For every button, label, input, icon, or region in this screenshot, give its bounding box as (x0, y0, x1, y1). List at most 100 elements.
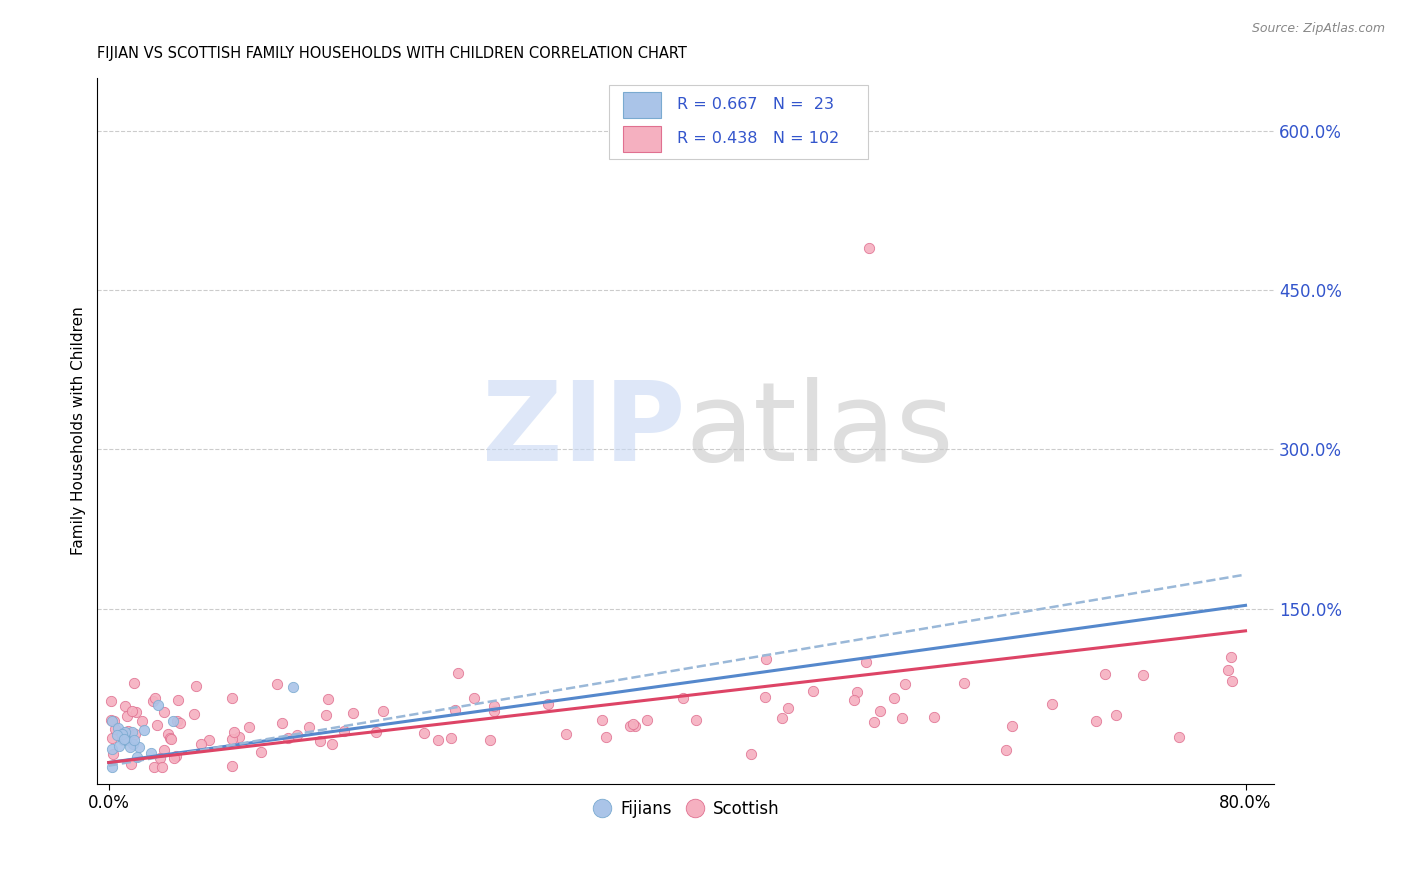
Point (413, 726, 436, 740)
Point (184, 679, 207, 693)
Point (1001, 719, 1024, 733)
Point (883, 690, 905, 705)
Point (221, 759, 243, 773)
Point (845, 685, 868, 699)
Point (198, 733, 221, 747)
Point (342, 706, 364, 721)
Point (770, 711, 793, 725)
Point (120, 740, 142, 755)
Point (122, 732, 145, 747)
Point (863, 714, 886, 729)
Point (440, 731, 463, 745)
Point (277, 731, 299, 746)
Legend: Fijians, Scottish: Fijians, Scottish (585, 793, 786, 825)
Point (1094, 667, 1116, 681)
Point (114, 724, 136, 739)
Point (1220, 673, 1243, 688)
Point (131, 714, 153, 728)
Point (107, 739, 129, 753)
Point (308, 734, 330, 748)
Point (148, 698, 170, 712)
Point (266, 677, 288, 691)
Point (484, 704, 506, 718)
Point (101, 747, 124, 761)
Point (364, 724, 387, 739)
Point (1105, 708, 1128, 723)
Point (105, 728, 128, 742)
Point (333, 723, 356, 738)
Point (141, 694, 163, 708)
Point (271, 715, 294, 730)
Point (595, 730, 617, 744)
Point (143, 690, 166, 705)
Point (221, 690, 243, 705)
Point (163, 751, 186, 765)
Point (101, 731, 124, 746)
FancyBboxPatch shape (609, 85, 868, 159)
Point (125, 705, 148, 719)
Point (801, 683, 824, 698)
Point (636, 714, 658, 728)
Point (101, 741, 124, 756)
Point (104, 722, 127, 736)
Text: ZIP: ZIP (482, 377, 686, 484)
Point (478, 732, 501, 747)
Point (298, 720, 321, 734)
Point (166, 714, 188, 729)
Text: R = 0.438   N = 102: R = 0.438 N = 102 (678, 131, 839, 146)
FancyBboxPatch shape (623, 92, 661, 118)
Point (117, 724, 139, 739)
Point (321, 737, 343, 751)
Point (373, 705, 395, 719)
Point (1040, 698, 1063, 712)
Point (922, 709, 945, 723)
Point (159, 731, 181, 746)
Point (482, 698, 505, 713)
Point (150, 760, 173, 774)
Point (149, 750, 172, 764)
Point (1168, 731, 1191, 745)
Point (249, 745, 271, 759)
Point (858, 241, 880, 255)
Point (100, 694, 122, 708)
Point (101, 760, 124, 774)
Point (141, 746, 163, 760)
Point (110, 727, 132, 741)
Point (162, 714, 184, 729)
Point (1132, 668, 1154, 682)
Point (740, 747, 762, 762)
Point (121, 725, 143, 739)
Y-axis label: Family Households with Children: Family Households with Children (72, 306, 86, 555)
Text: FIJIAN VS SCOTTISH FAMILY HOUSEHOLDS WITH CHILDREN CORRELATION CHART: FIJIAN VS SCOTTISH FAMILY HOUSEHOLDS WIT… (97, 46, 688, 62)
Point (124, 675, 146, 690)
Point (112, 733, 135, 747)
Point (1216, 663, 1239, 677)
Point (120, 757, 142, 772)
Point (755, 652, 778, 666)
Point (554, 727, 576, 741)
Point (114, 698, 136, 713)
Point (315, 708, 337, 723)
Point (115, 732, 138, 747)
Point (443, 703, 465, 717)
FancyBboxPatch shape (623, 126, 661, 152)
Point (167, 693, 190, 707)
Point (855, 655, 877, 669)
Point (1220, 650, 1243, 665)
Point (619, 719, 641, 733)
Text: Source: ZipAtlas.com: Source: ZipAtlas.com (1251, 22, 1385, 36)
Point (869, 704, 891, 718)
Point (285, 728, 308, 742)
Point (591, 713, 613, 727)
Point (222, 724, 245, 739)
Point (103, 714, 125, 729)
Point (754, 690, 776, 704)
Point (221, 731, 243, 746)
Point (537, 697, 560, 711)
Point (776, 701, 799, 715)
Point (672, 690, 695, 705)
Point (101, 714, 124, 728)
Text: atlas: atlas (686, 377, 955, 484)
Point (146, 718, 169, 732)
Point (114, 733, 136, 747)
